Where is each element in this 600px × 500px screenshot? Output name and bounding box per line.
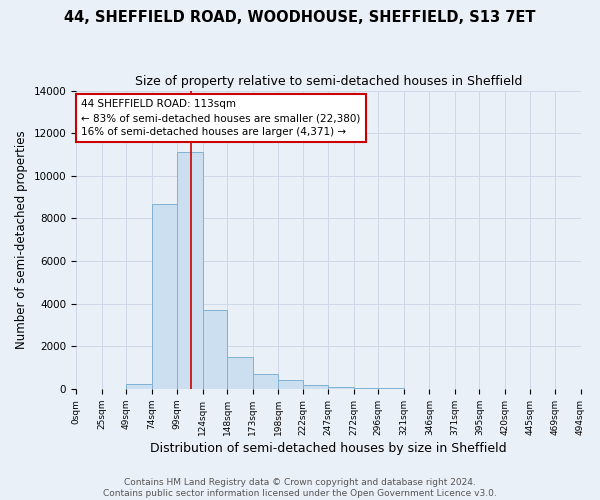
Text: Contains HM Land Registry data © Crown copyright and database right 2024.
Contai: Contains HM Land Registry data © Crown c… bbox=[103, 478, 497, 498]
Text: 44, SHEFFIELD ROAD, WOODHOUSE, SHEFFIELD, S13 7ET: 44, SHEFFIELD ROAD, WOODHOUSE, SHEFFIELD… bbox=[64, 10, 536, 25]
Bar bbox=[152, 204, 177, 389]
Title: Size of property relative to semi-detached houses in Sheffield: Size of property relative to semi-detach… bbox=[134, 75, 522, 88]
Bar bbox=[379, 388, 404, 389]
Bar bbox=[227, 357, 253, 389]
Bar bbox=[303, 384, 328, 389]
Bar bbox=[278, 380, 303, 389]
Text: 44 SHEFFIELD ROAD: 113sqm
← 83% of semi-detached houses are smaller (22,380)
16%: 44 SHEFFIELD ROAD: 113sqm ← 83% of semi-… bbox=[81, 99, 361, 137]
Bar bbox=[203, 310, 227, 389]
X-axis label: Distribution of semi-detached houses by size in Sheffield: Distribution of semi-detached houses by … bbox=[150, 442, 506, 455]
Y-axis label: Number of semi-detached properties: Number of semi-detached properties bbox=[15, 130, 28, 349]
Bar bbox=[253, 374, 278, 389]
Bar bbox=[126, 384, 152, 389]
Bar bbox=[328, 387, 354, 389]
Bar bbox=[177, 152, 203, 389]
Bar bbox=[354, 388, 379, 389]
